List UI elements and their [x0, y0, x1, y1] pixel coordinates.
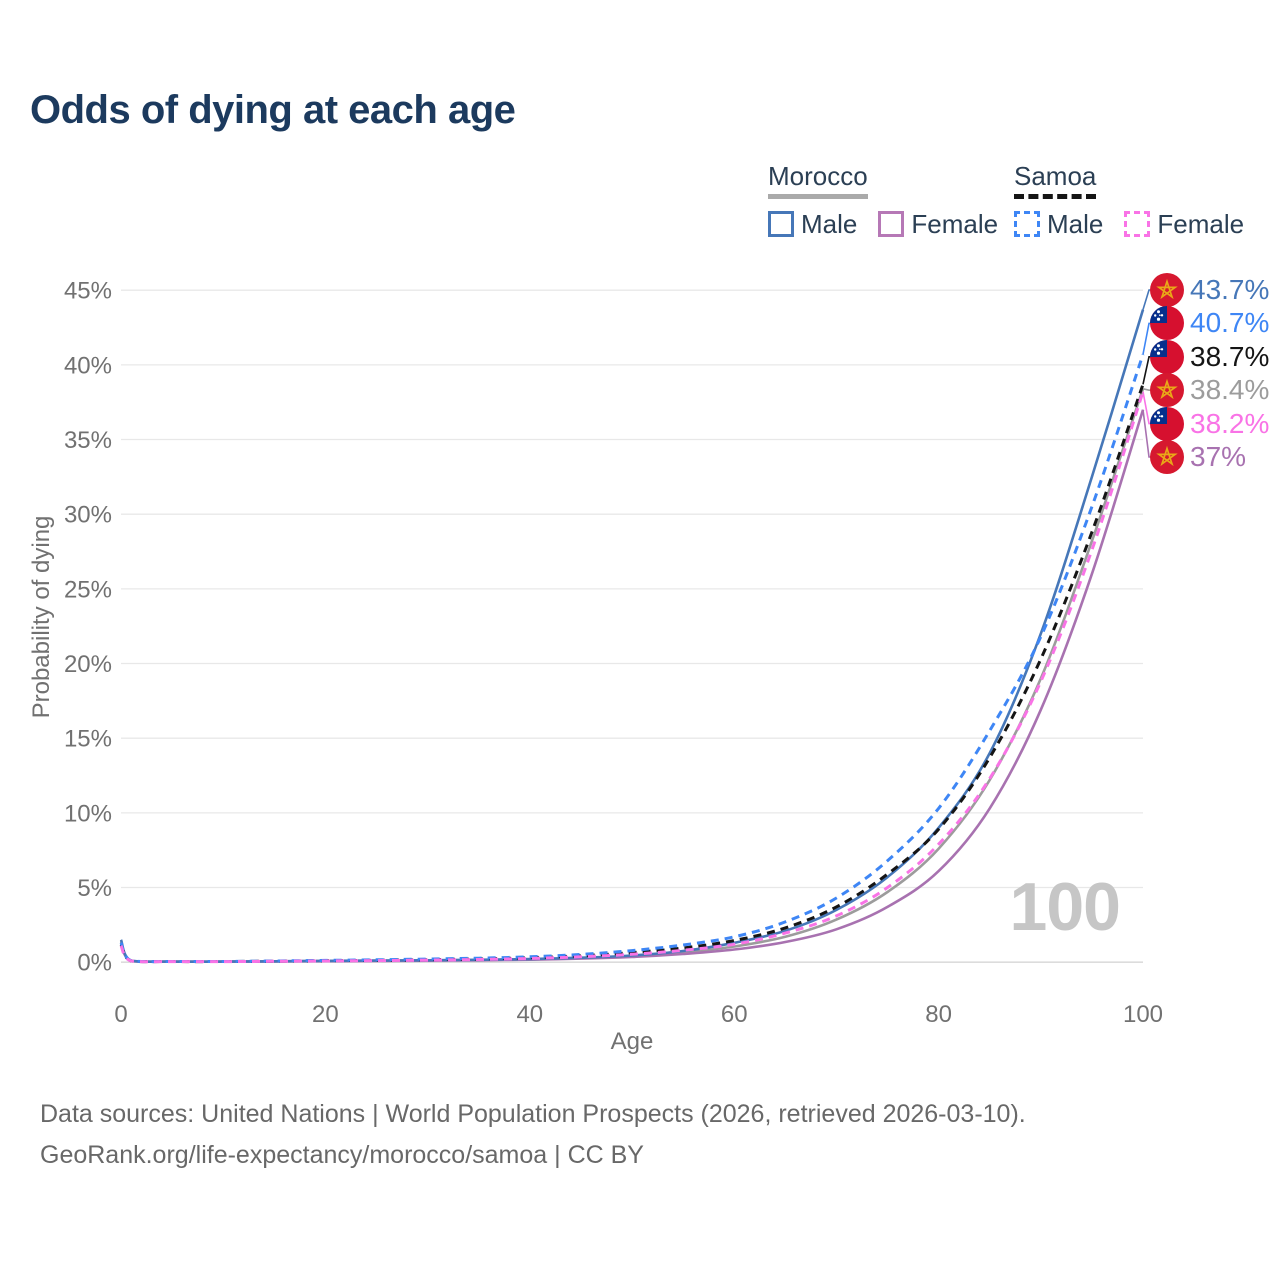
- y-tick-label: 15%: [64, 726, 112, 753]
- legend-label-samoa-male: Male: [1047, 208, 1104, 239]
- x-tick-label: 100: [1123, 1001, 1163, 1028]
- end-label-row-morocco-female: 37%: [1150, 440, 1246, 474]
- y-tick-label: 30%: [64, 502, 112, 529]
- legend-swatch-samoa-female: [1124, 211, 1151, 238]
- x-tick-label: 20: [312, 1001, 339, 1028]
- legend-header-morocco[interactable]: Morocco: [768, 162, 868, 199]
- series-line-samoa-female: [119, 391, 1145, 964]
- morocco-flag-icon: [1150, 273, 1184, 307]
- y-tick-label: 35%: [64, 427, 112, 454]
- end-value-label-morocco-male: 43.7%: [1190, 274, 1270, 305]
- y-tick-label: 10%: [64, 800, 112, 827]
- legend-group-morocco: Morocco Male Female: [768, 162, 1019, 240]
- footer-data-sources: Data sources: United Nations | World Pop…: [40, 1100, 1026, 1128]
- x-tick-label: 40: [516, 1001, 543, 1028]
- end-label-row-samoa-both: 38.7%: [1150, 339, 1270, 374]
- end-value-label-samoa-female: 38.2%: [1190, 407, 1270, 439]
- y-tick-label: 25%: [64, 576, 112, 603]
- y-axis-title: Probability of dying: [28, 515, 55, 719]
- series-line-morocco-male: [119, 309, 1145, 964]
- x-axis-title: Age: [610, 1028, 654, 1055]
- end-value-label-morocco-both: 38.4%: [1190, 374, 1270, 406]
- morocco-flag-icon: [1150, 373, 1184, 408]
- legend-item-samoa-male[interactable]: Male: [1014, 209, 1103, 240]
- end-value-label-samoa-male: 40.7%: [1190, 307, 1270, 339]
- series-line-samoa-male: [119, 353, 1145, 964]
- legend-item-morocco-female[interactable]: Female: [878, 209, 998, 240]
- series-line-morocco-female: [119, 409, 1145, 964]
- y-tick-label: 45%: [64, 278, 112, 305]
- legend-swatch-morocco-female: [878, 211, 905, 238]
- page-title: Odds of dying at each age: [30, 88, 516, 132]
- footer: Data sources: United Nations | World Pop…: [40, 1094, 1026, 1176]
- chart-canvas: 0% 5% 10% 15% 20% 25% 30% 35% 40% 45% 0 20 40 60 80 100: [64, 278, 1163, 1028]
- x-tick-label: 80: [925, 1001, 952, 1028]
- legend-header-samoa[interactable]: Samoa: [1014, 162, 1097, 199]
- morocco-flag-icon: [1150, 440, 1184, 474]
- age-counter-watermark: 100: [1009, 869, 1121, 945]
- end-label-row-morocco-both: 38.4%: [1150, 373, 1270, 408]
- samoa-flag-icon: [1150, 306, 1184, 341]
- legend-swatch-samoa-male: [1014, 211, 1040, 238]
- legend-group-samoa: Samoa Male Female: [1014, 162, 1265, 240]
- legend-item-samoa-female[interactable]: Female: [1124, 209, 1244, 240]
- legend-item-morocco-male[interactable]: Male: [768, 209, 857, 240]
- x-tick-label: 60: [721, 1001, 748, 1028]
- legend-label-samoa-female: Female: [1157, 208, 1245, 239]
- end-value-label-samoa-both: 38.7%: [1190, 340, 1270, 372]
- y-tick-label: 40%: [64, 352, 112, 379]
- series-line-morocco-both: [119, 388, 1145, 963]
- y-tick-label: 5%: [77, 875, 112, 902]
- samoa-flag-icon: [1150, 406, 1184, 441]
- end-value-label-morocco-female: 37%: [1190, 441, 1247, 472]
- legend-swatch-morocco-male: [768, 211, 794, 238]
- x-tick-label: 0: [114, 1001, 127, 1028]
- end-label-row-samoa-male: 40.7%: [1150, 306, 1270, 341]
- footer-attribution[interactable]: GeoRank.org/life-expectancy/morocco/samo…: [40, 1141, 644, 1169]
- legend-label-morocco-female: Female: [911, 208, 999, 239]
- series-line-samoa-both: [119, 383, 1145, 964]
- samoa-flag-icon: [1150, 339, 1184, 374]
- y-tick-label: 0%: [77, 950, 112, 977]
- end-label-row-morocco-male: 43.7%: [1150, 273, 1269, 307]
- end-label-row-samoa-female: 38.2%: [1150, 406, 1270, 441]
- legend-label-morocco-male: Male: [801, 208, 858, 239]
- y-tick-label: 20%: [64, 651, 112, 678]
